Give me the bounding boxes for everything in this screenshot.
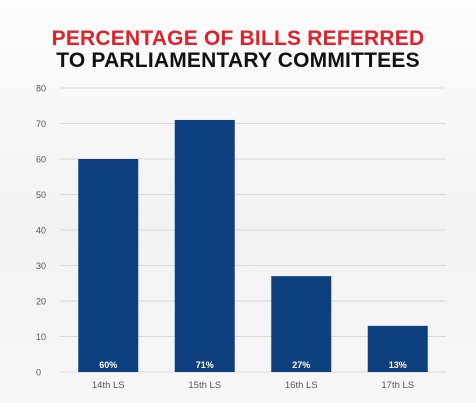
bar <box>367 325 428 372</box>
x-axis-ticks: 14th LS 15th LS 16th LS 17th LS <box>92 380 414 391</box>
bar <box>271 276 332 372</box>
bar <box>174 119 235 372</box>
bar-data-label: 60% <box>99 360 117 370</box>
y-axis-ticks: 0 10 20 30 40 50 60 70 80 <box>36 84 46 378</box>
y-tick-label: 40 <box>36 226 46 236</box>
bar <box>78 159 139 372</box>
y-tick-label: 30 <box>36 261 46 271</box>
x-tick-label: 15th LS <box>188 380 221 391</box>
y-tick-label: 50 <box>36 190 46 200</box>
x-tick-label: 16th LS <box>285 380 318 391</box>
bar-data-label: 71% <box>196 360 214 370</box>
bars <box>78 119 428 372</box>
y-tick-label: 20 <box>36 297 46 307</box>
chart-title-line-1: PERCENTAGE OF BILLS REFERRED <box>51 27 425 50</box>
bar-data-label: 27% <box>292 360 310 370</box>
y-tick-label: 70 <box>36 119 46 129</box>
x-tick-label: 17th LS <box>381 380 414 391</box>
y-tick-label: 60 <box>36 155 46 165</box>
bar-data-label: 13% <box>389 360 407 370</box>
x-tick-label: 14th LS <box>92 380 125 391</box>
y-tick-label: 80 <box>36 84 46 94</box>
chart-title-line-2: TO PARLIAMENTARY COMMITTEES <box>56 49 420 72</box>
y-tick-label: 0 <box>36 368 41 378</box>
y-tick-label: 10 <box>36 332 46 342</box>
bar-data-labels: 60% 71% 27% 13% <box>99 360 407 370</box>
